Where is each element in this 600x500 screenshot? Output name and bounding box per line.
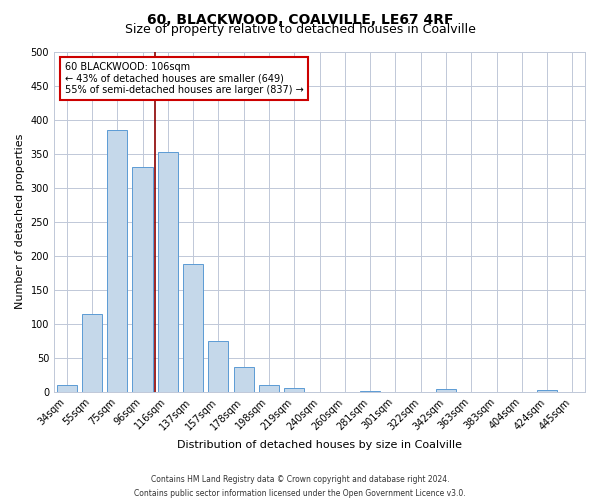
Bar [133, 167, 152, 392]
Bar [284, 388, 304, 392]
Bar [158, 152, 178, 392]
Y-axis label: Number of detached properties: Number of detached properties [15, 134, 25, 310]
Bar [537, 390, 557, 392]
Bar [259, 385, 279, 392]
Bar [233, 366, 254, 392]
Bar [183, 264, 203, 392]
Bar [82, 314, 102, 392]
X-axis label: Distribution of detached houses by size in Coalville: Distribution of detached houses by size … [177, 440, 462, 450]
Bar [436, 389, 456, 392]
Text: 60, BLACKWOOD, COALVILLE, LE67 4RF: 60, BLACKWOOD, COALVILLE, LE67 4RF [147, 12, 453, 26]
Bar [360, 390, 380, 392]
Text: Size of property relative to detached houses in Coalville: Size of property relative to detached ho… [125, 22, 475, 36]
Bar [107, 130, 127, 392]
Bar [56, 385, 77, 392]
Bar [208, 341, 229, 392]
Text: 60 BLACKWOOD: 106sqm
← 43% of detached houses are smaller (649)
55% of semi-deta: 60 BLACKWOOD: 106sqm ← 43% of detached h… [65, 62, 304, 95]
Text: Contains HM Land Registry data © Crown copyright and database right 2024.
Contai: Contains HM Land Registry data © Crown c… [134, 476, 466, 498]
